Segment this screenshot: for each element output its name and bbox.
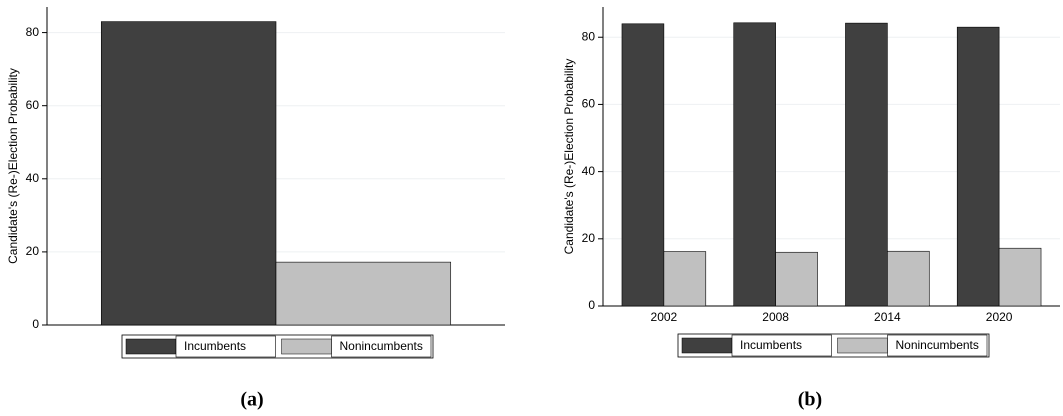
legend-label: Nonincumbents	[340, 339, 423, 353]
x-tick-label: 2002	[651, 310, 678, 324]
y-tick-label: 40	[26, 171, 40, 185]
y-tick-label: 60	[26, 98, 40, 112]
y-tick-label: 0	[32, 317, 39, 331]
y-tick-label: 80	[26, 25, 40, 39]
legend-swatch	[125, 338, 177, 355]
legend-label-box	[887, 334, 988, 357]
y-tick-label: 80	[582, 29, 596, 43]
bar	[100, 21, 277, 326]
bar	[275, 261, 452, 326]
legend-label: Incumbents	[740, 338, 802, 352]
y-tick-label: 0	[588, 298, 595, 312]
y-axis-label: Candidate's (Re-)Election Probability	[6, 68, 20, 264]
x-tick-label: 2014	[874, 310, 901, 324]
legend-swatch	[681, 337, 733, 354]
y-tick-label: 20	[582, 231, 596, 245]
bar	[887, 250, 930, 307]
panel-caption: (a)	[240, 389, 263, 411]
legend-label-box	[175, 335, 276, 358]
y-axis-label: Candidate's (Re-)Election Probability	[562, 59, 576, 255]
y-tick-label: 20	[26, 244, 40, 258]
legend-label-box	[731, 334, 832, 357]
bar	[663, 251, 707, 307]
legend-label: Nonincumbents	[896, 338, 979, 352]
bar	[998, 247, 1042, 307]
legend-label-box	[331, 335, 432, 358]
bar	[621, 23, 665, 307]
bar	[733, 22, 776, 307]
bar	[775, 251, 818, 307]
legend-swatch	[281, 338, 332, 355]
x-tick-label: 2020	[986, 310, 1013, 324]
legend-label: Incumbents	[184, 339, 246, 353]
bar	[845, 22, 888, 307]
bar	[956, 26, 1000, 307]
y-tick-label: 40	[582, 164, 596, 178]
x-tick-label: 2008	[762, 310, 789, 324]
legend-swatch	[837, 337, 888, 354]
panel-caption: (b)	[798, 389, 822, 411]
y-tick-label: 60	[582, 97, 596, 111]
